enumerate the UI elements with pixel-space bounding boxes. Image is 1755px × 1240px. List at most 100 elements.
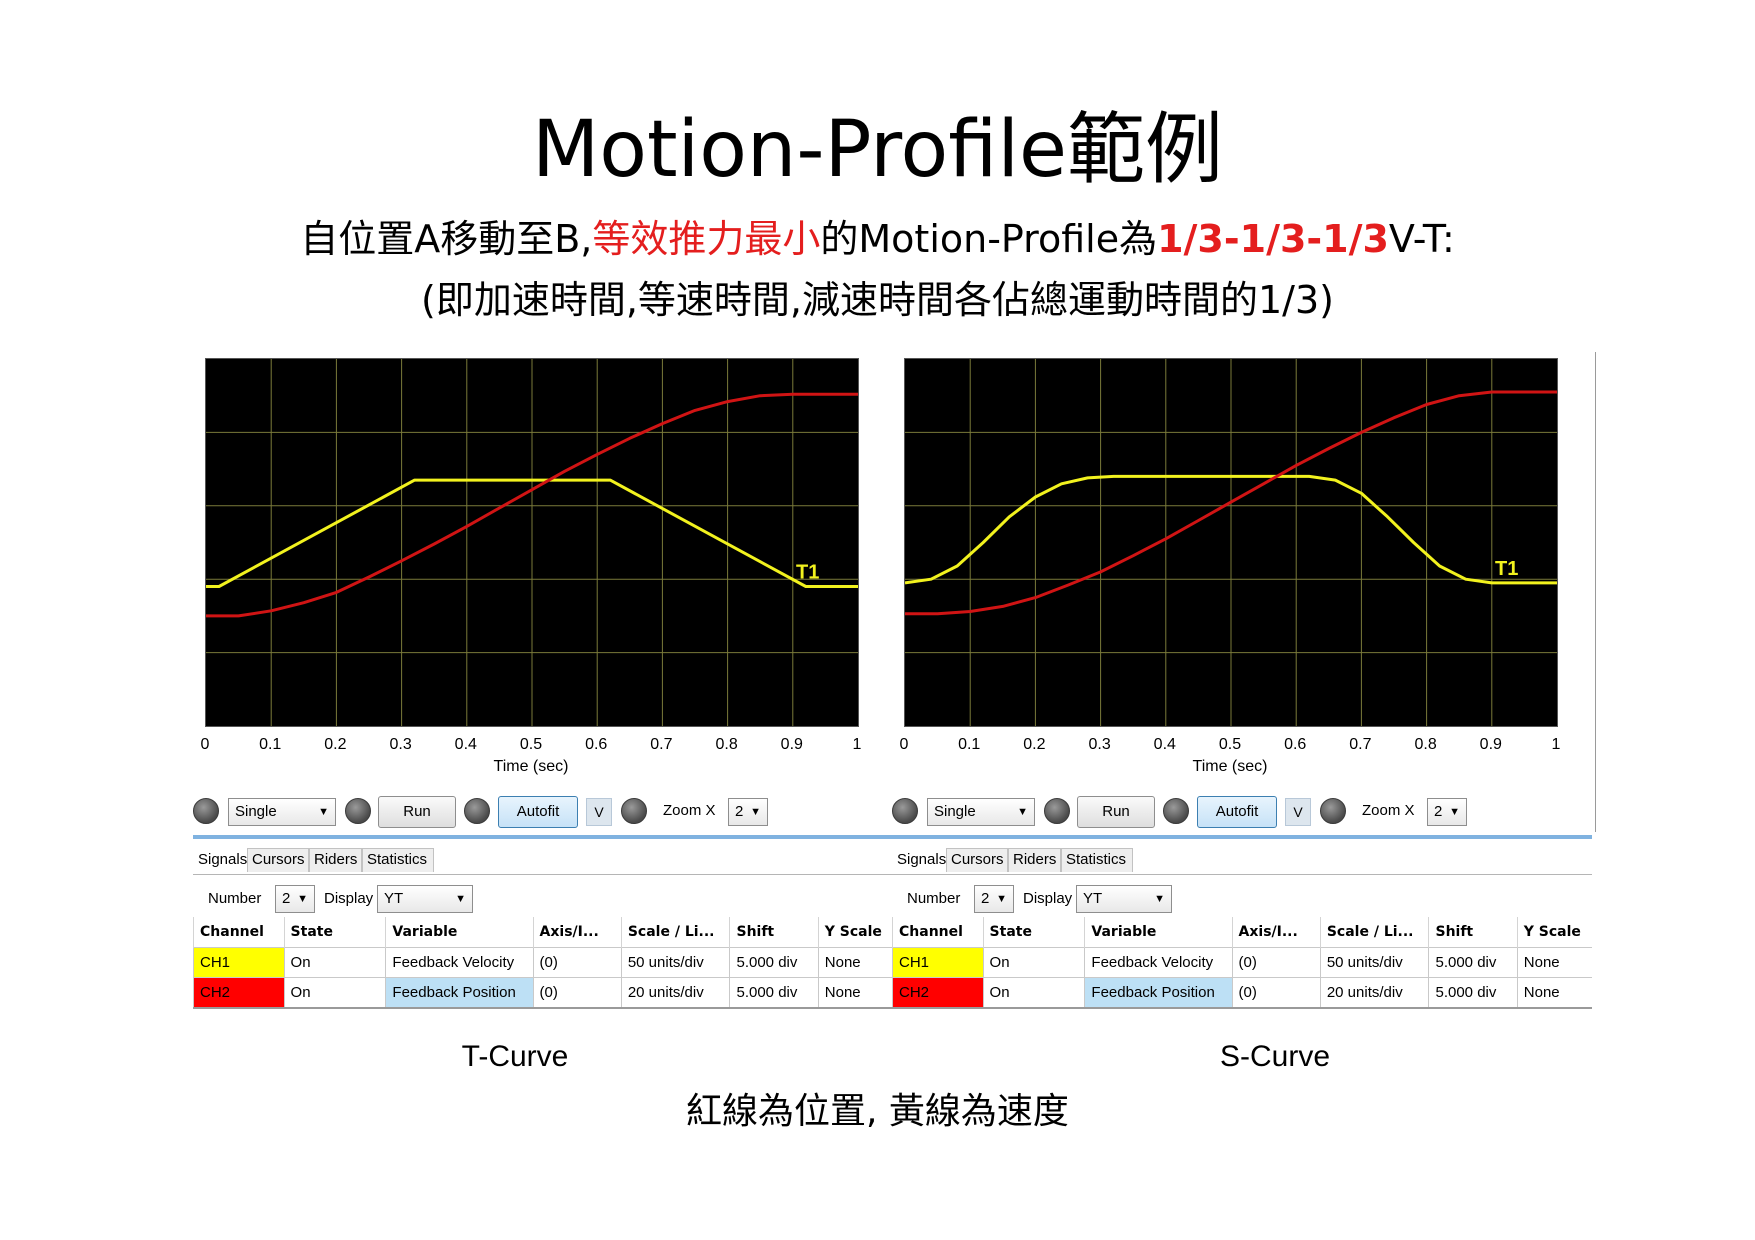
x-tick-label: 0.9 xyxy=(780,736,803,753)
display-label: Display xyxy=(1023,890,1073,907)
y-scale-cell[interactable]: None xyxy=(817,977,893,1009)
col-variable[interactable]: Variable xyxy=(385,917,534,948)
chevron-down-icon: ▼ xyxy=(455,893,466,905)
variable-cell[interactable]: Feedback Velocity xyxy=(1084,947,1233,978)
axis-cell[interactable]: (0) xyxy=(1231,947,1321,978)
autofit-button[interactable]: Autofit xyxy=(1197,796,1277,828)
col-axis[interactable]: Axis/I... xyxy=(532,917,622,948)
trigger-mode-select[interactable]: Single ▼ xyxy=(927,798,1035,826)
scale-cell[interactable]: 50 units/div xyxy=(1319,947,1429,978)
channel-cell[interactable]: CH1 xyxy=(892,947,984,978)
page-title: Motion-Profile範例 xyxy=(531,105,1224,195)
scope-svg: T1 xyxy=(905,359,1557,726)
axis-cell[interactable]: (0) xyxy=(532,947,622,978)
x-tick-label: 0.1 xyxy=(958,736,981,753)
col-variable[interactable]: Variable xyxy=(1084,917,1233,948)
shift-cell[interactable]: 5.000 div xyxy=(729,977,819,1009)
splitter-bar[interactable] xyxy=(193,835,893,839)
tab-riders[interactable]: Riders xyxy=(1008,848,1061,872)
y-scale-cell[interactable]: None xyxy=(1516,977,1592,1009)
table-row[interactable]: CH1 On Feedback Velocity (0) 50 units/di… xyxy=(193,947,893,978)
chevron-down-icon: ▼ xyxy=(1154,893,1165,905)
table-row[interactable]: CH2 On Feedback Position (0) 20 units/di… xyxy=(892,977,1592,1009)
col-scale[interactable]: Scale / Li... xyxy=(620,917,730,948)
tab-signals[interactable]: Signals xyxy=(193,848,247,872)
t1-marker-label: T1 xyxy=(796,562,819,584)
x-tick-label: 0.9 xyxy=(1479,736,1502,753)
tab-riders[interactable]: Riders xyxy=(309,848,362,872)
trigger-mode-select[interactable]: Single ▼ xyxy=(228,798,336,826)
state-cell[interactable]: On xyxy=(283,947,386,978)
variable-cell[interactable]: Feedback Position xyxy=(385,977,534,1009)
channel-cell[interactable]: CH1 xyxy=(193,947,285,978)
table-row[interactable]: CH1 On Feedback Velocity (0) 50 units/di… xyxy=(892,947,1592,978)
col-channel[interactable]: Channel xyxy=(892,917,984,948)
run-button[interactable]: Run xyxy=(1077,796,1155,828)
state-cell[interactable]: On xyxy=(982,977,1085,1009)
number-select[interactable]: 2 ▼ xyxy=(275,885,315,913)
tab-statistics[interactable]: Statistics xyxy=(362,848,434,872)
col-shift[interactable]: Shift xyxy=(1428,917,1518,948)
y-scale-cell[interactable]: None xyxy=(1516,947,1592,978)
scale-cell[interactable]: 20 units/div xyxy=(1319,977,1429,1009)
status-led-4 xyxy=(621,798,647,824)
channel-cell[interactable]: CH2 xyxy=(193,977,285,1009)
table-row[interactable]: CH2 On Feedback Position (0) 20 units/di… xyxy=(193,977,893,1009)
number-display-row: Number 2 ▼ Display YT ▼ xyxy=(193,882,893,914)
autofit-button[interactable]: Autofit xyxy=(498,796,578,828)
x-tick-label: 0.6 xyxy=(1284,736,1307,753)
col-state[interactable]: State xyxy=(283,917,386,948)
display-select[interactable]: YT ▼ xyxy=(377,885,473,913)
x-tick-label: 1 xyxy=(1551,736,1561,753)
col-channel[interactable]: Channel xyxy=(193,917,285,948)
display-select[interactable]: YT ▼ xyxy=(1076,885,1172,913)
axis-cell[interactable]: (0) xyxy=(532,977,622,1009)
x-tick-label: 0.2 xyxy=(324,736,347,753)
signals-table: Channel State Variable Axis/I... Scale /… xyxy=(892,917,1592,1009)
run-button[interactable]: Run xyxy=(378,796,456,828)
tab-statistics[interactable]: Statistics xyxy=(1061,848,1133,872)
splitter-bar[interactable] xyxy=(892,835,1592,839)
t-curve-caption: T-Curve xyxy=(461,1040,569,1073)
state-cell[interactable]: On xyxy=(982,947,1085,978)
t-curve-panel: T1 0 0.1 0.2 0.3 0.4 0.5 0.6 0.7 0.8 0.9 1 Time (s… xyxy=(193,352,893,1012)
col-axis[interactable]: Axis/I... xyxy=(1231,917,1321,948)
scale-cell[interactable]: 50 units/div xyxy=(620,947,730,978)
channel-cell[interactable]: CH2 xyxy=(892,977,984,1009)
subtitle-part-b: 等效推力最小 xyxy=(592,217,821,261)
tab-cursors[interactable]: Cursors xyxy=(946,848,1008,872)
x-tick-labels: 0 0.1 0.2 0.3 0.4 0.5 0.6 0.7 0.8 0.9 1 xyxy=(900,736,1561,756)
zoom-x-select[interactable]: 2 ▼ xyxy=(1427,798,1467,826)
status-led-4 xyxy=(1320,798,1346,824)
variable-cell[interactable]: Feedback Velocity xyxy=(385,947,534,978)
col-state[interactable]: State xyxy=(982,917,1085,948)
shift-cell[interactable]: 5.000 div xyxy=(1428,977,1518,1009)
x-tick-label: 0 xyxy=(200,736,210,753)
display-label: Display xyxy=(324,890,374,907)
v-toggle-button[interactable]: V xyxy=(586,798,612,826)
col-shift[interactable]: Shift xyxy=(729,917,819,948)
series-line-ch2 xyxy=(905,390,1557,616)
table-header-row: Channel State Variable Axis/I... Scale /… xyxy=(193,917,893,948)
axis-cell[interactable]: (0) xyxy=(1231,977,1321,1009)
shift-cell[interactable]: 5.000 div xyxy=(729,947,819,978)
number-select[interactable]: 2 ▼ xyxy=(974,885,1014,913)
subtitle-part-c: 的Motion-Profile為 xyxy=(820,217,1158,261)
table-header-row: Channel State Variable Axis/I... Scale /… xyxy=(892,917,1592,948)
state-cell[interactable]: On xyxy=(283,977,386,1009)
col-y-scale[interactable]: Y Scale xyxy=(817,917,893,948)
tab-cursors[interactable]: Cursors xyxy=(247,848,309,872)
zoom-x-select[interactable]: 2 ▼ xyxy=(728,798,768,826)
s-curve-caption: S-Curve xyxy=(1219,1040,1331,1073)
col-y-scale[interactable]: Y Scale xyxy=(1516,917,1592,948)
shift-cell[interactable]: 5.000 div xyxy=(1428,947,1518,978)
variable-cell[interactable]: Feedback Position xyxy=(1084,977,1233,1009)
v-toggle-button[interactable]: V xyxy=(1285,798,1311,826)
tab-signals[interactable]: Signals xyxy=(892,848,946,872)
chevron-down-icon: ▼ xyxy=(318,806,329,818)
y-scale-cell[interactable]: None xyxy=(817,947,893,978)
status-led-3 xyxy=(1163,798,1189,824)
col-scale[interactable]: Scale / Li... xyxy=(1319,917,1429,948)
status-led-3 xyxy=(464,798,490,824)
scale-cell[interactable]: 20 units/div xyxy=(620,977,730,1009)
